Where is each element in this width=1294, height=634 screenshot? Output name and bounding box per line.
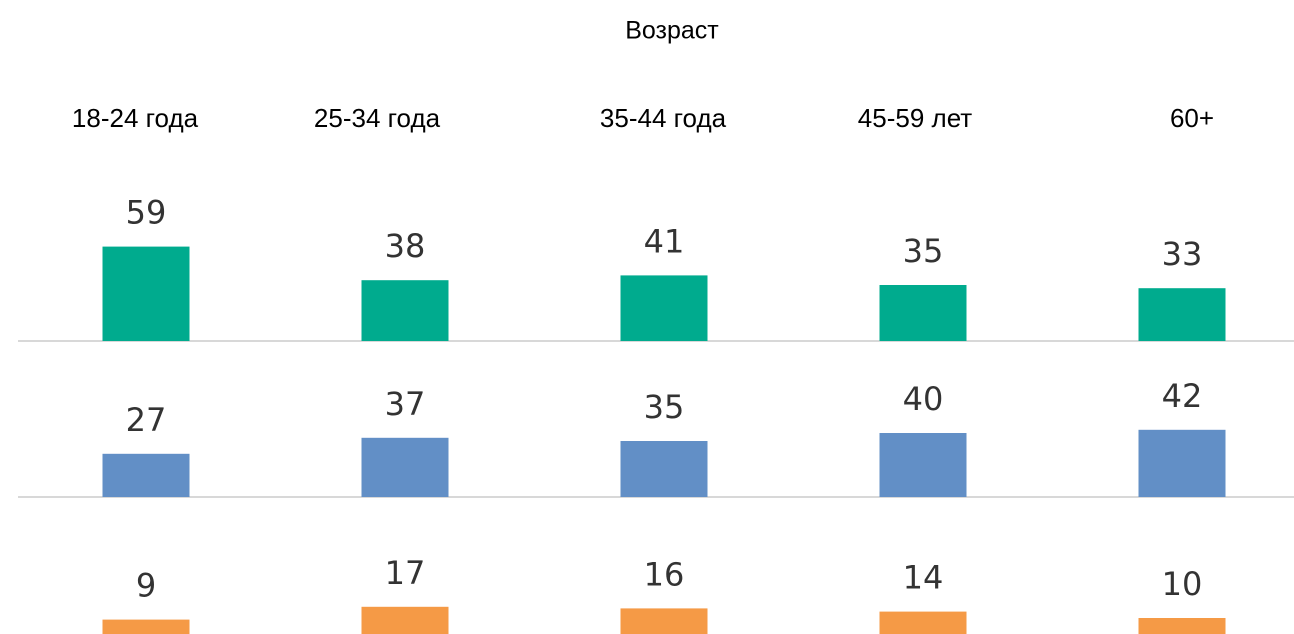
- category-label: 60+: [1170, 103, 1214, 133]
- bar: [1138, 288, 1226, 341]
- bar: [620, 275, 708, 341]
- value-label: 17: [385, 554, 426, 592]
- bar: [620, 608, 708, 634]
- value-label: 9: [136, 567, 156, 605]
- value-label: 42: [1162, 377, 1203, 415]
- value-label: 10: [1162, 565, 1203, 603]
- category-label: 18-24 года: [72, 103, 199, 133]
- bar: [102, 619, 190, 634]
- bar: [879, 285, 967, 341]
- value-label: 27: [126, 401, 167, 439]
- category-label: 35-44 года: [600, 103, 727, 133]
- value-label: 38: [385, 227, 426, 265]
- value-label: 41: [644, 222, 685, 260]
- value-label: 59: [126, 194, 167, 232]
- bar: [620, 441, 708, 497]
- value-label: 16: [644, 555, 685, 593]
- bar: [879, 433, 967, 497]
- bar: [102, 246, 190, 341]
- value-label: 14: [903, 559, 944, 597]
- category-label: 25-34 года: [314, 103, 441, 133]
- bar: [1138, 618, 1226, 634]
- bar: [102, 453, 190, 497]
- value-label: 33: [1162, 235, 1203, 273]
- value-label: 40: [903, 380, 944, 418]
- value-label: 35: [644, 388, 685, 426]
- value-label: 35: [903, 232, 944, 270]
- category-label: 45-59 лет: [858, 103, 972, 133]
- bar: [1138, 429, 1226, 497]
- value-label: 37: [385, 385, 426, 423]
- bar: [361, 280, 449, 341]
- chart-title: Возраст: [625, 17, 719, 45]
- bar: [879, 611, 967, 634]
- bar: [361, 437, 449, 497]
- bar: [361, 606, 449, 634]
